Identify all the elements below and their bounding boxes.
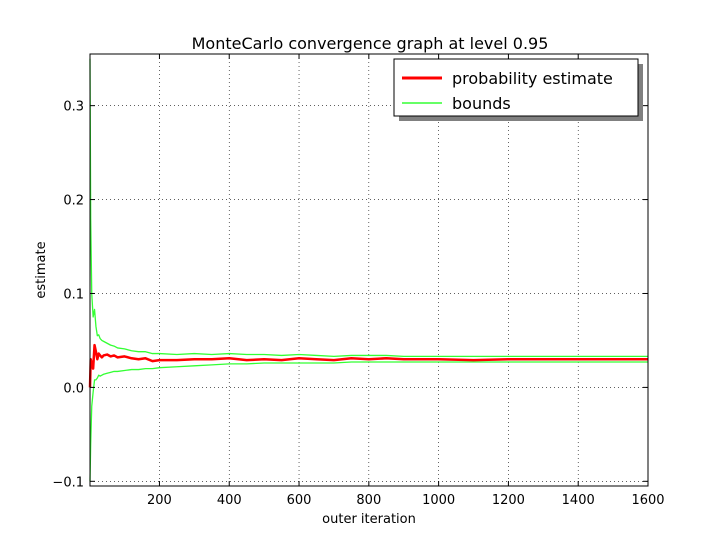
series-line-upper-bound xyxy=(89,58,648,358)
series-line-estimate xyxy=(88,343,648,388)
chart-title: MonteCarlo convergence graph at level 0.… xyxy=(192,34,549,53)
y-tick-label: 0.2 xyxy=(63,194,84,209)
y-tick-label: 0.0 xyxy=(63,381,84,396)
x-tick-label: 600 xyxy=(287,493,312,508)
y-tick-label: 0.1 xyxy=(63,287,84,302)
legend: probability estimate bounds xyxy=(393,58,643,121)
legend-label-estimate: probability estimate xyxy=(452,69,613,88)
legend-label-bounds: bounds xyxy=(452,94,511,113)
x-tick-label: 400 xyxy=(217,493,242,508)
ticks: 200 400 600 800 1000 1200 1400 1600 −0.1 0.0 0.1 0.… xyxy=(52,54,665,508)
x-tick-label: 1000 xyxy=(422,493,455,508)
x-axis-title: outer iteration xyxy=(322,512,416,527)
x-tick-label: 800 xyxy=(356,493,381,508)
x-tick-label: 1600 xyxy=(631,493,664,508)
y-axis-title: estimate xyxy=(34,241,49,298)
legend-box xyxy=(393,58,639,117)
y-tick-label: 0.3 xyxy=(63,100,84,115)
series-line-lower-bound xyxy=(89,361,648,482)
series-layer xyxy=(88,58,648,482)
x-tick-label: 1200 xyxy=(492,493,525,508)
x-tick-label: 200 xyxy=(147,493,172,508)
x-tick-label: 1400 xyxy=(562,493,595,508)
y-tick-label: −0.1 xyxy=(52,475,84,490)
